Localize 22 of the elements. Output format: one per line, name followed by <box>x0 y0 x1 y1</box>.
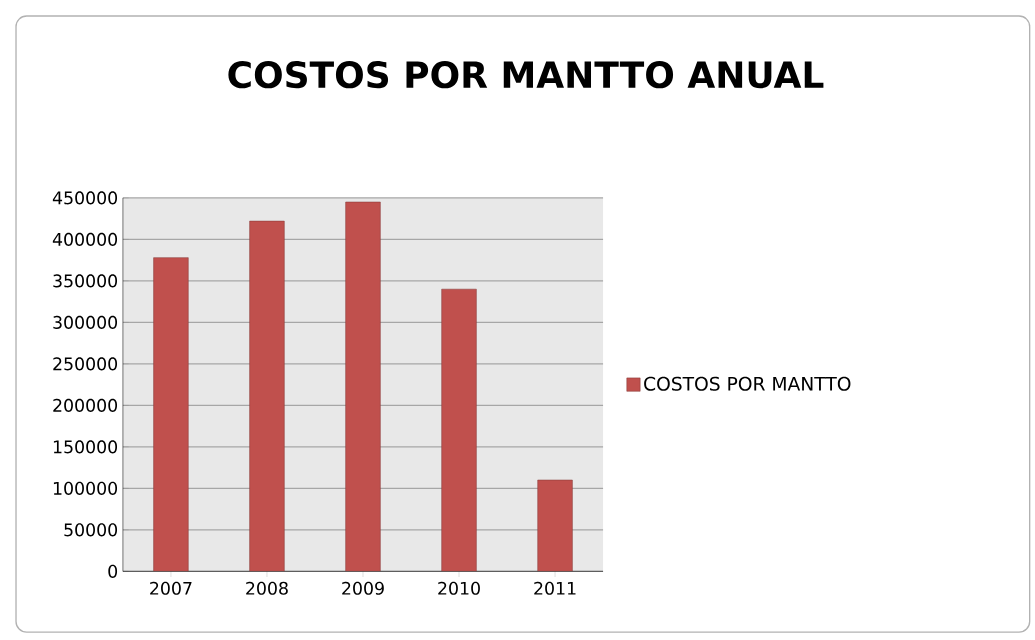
y-tick-label: 350000 <box>53 274 118 288</box>
y-tick-label: 0 <box>108 564 118 578</box>
y-tick-label: 450000 <box>52 191 118 205</box>
x-tick-label: 2008 <box>246 581 288 595</box>
y-tick-label: 400000 <box>52 232 118 246</box>
x-tick-label: 2009 <box>342 581 384 595</box>
y-tick-label: 300000 <box>53 315 118 329</box>
x-tick-label: 2007 <box>150 581 192 595</box>
bar <box>537 479 573 572</box>
bar <box>249 220 285 572</box>
x-tick-label: 2011 <box>534 581 576 595</box>
x-tick-label: 2010 <box>438 581 480 595</box>
bar <box>441 288 477 572</box>
legend-label: COSTOS POR MANTTO <box>644 376 851 391</box>
bar <box>345 201 381 572</box>
bar <box>153 257 189 572</box>
y-tick-label: 200000 <box>53 398 118 412</box>
y-tick-label: 150000 <box>53 440 118 454</box>
chart-title: COSTOS POR MANTTO ANUAL <box>228 60 824 89</box>
y-tick-label: 50000 <box>64 523 118 537</box>
y-tick-label: 100000 <box>53 481 118 495</box>
y-tick-label: 250000 <box>53 357 118 371</box>
